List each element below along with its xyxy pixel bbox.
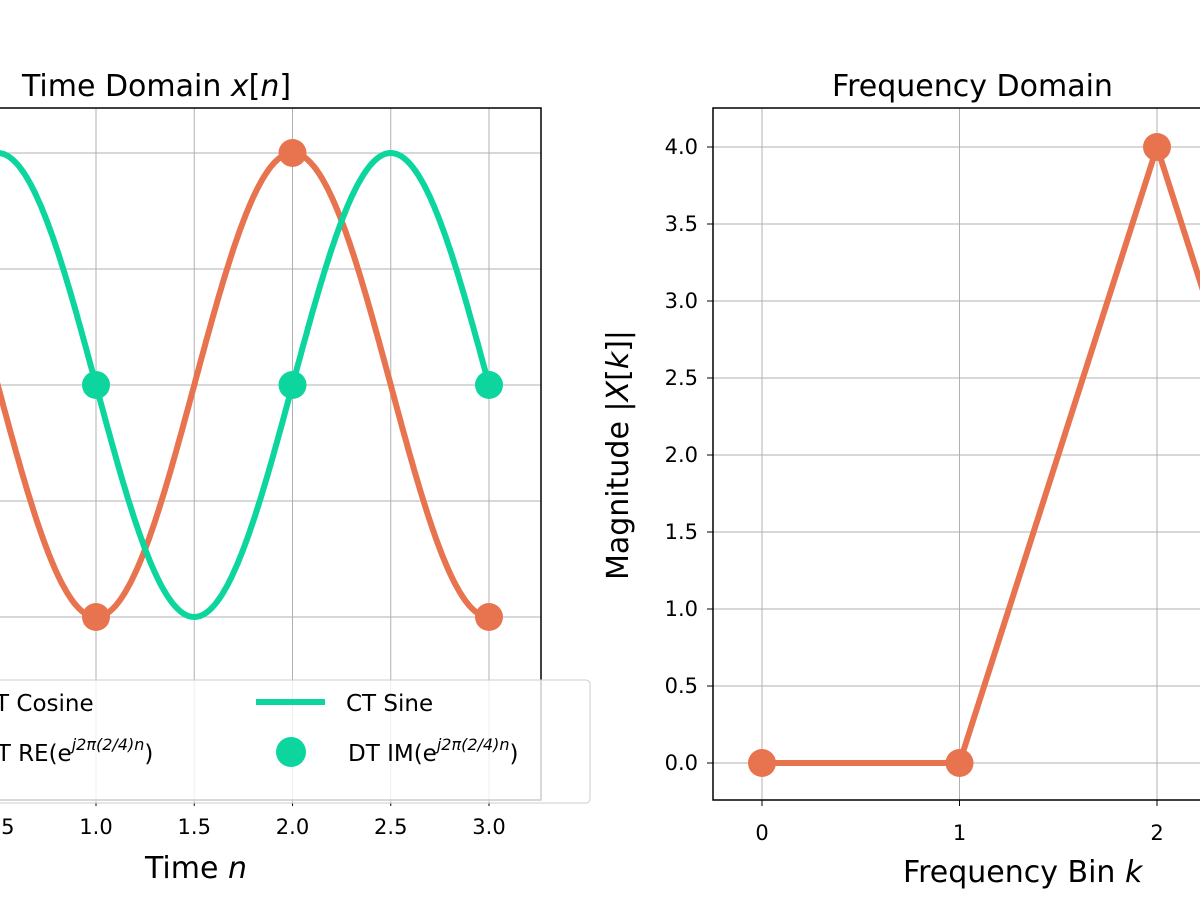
freq-ytick-label: 2.0 <box>665 443 698 467</box>
freq-title: Frequency Domain <box>832 69 1113 104</box>
legend-im-marker <box>276 737 306 767</box>
magnitude-marker <box>1143 133 1171 161</box>
time-title: Time Domain x[n] <box>21 69 291 104</box>
time-xtick-label: 3.0 <box>472 815 505 839</box>
time-xtick-label: 1.0 <box>79 815 112 839</box>
freq-xtick-label: 2 <box>1150 821 1163 845</box>
freq-axes-frame <box>712 107 1200 801</box>
legend-sine-label: CT Sine <box>346 691 433 717</box>
freq-xtick-label: 0 <box>755 821 768 845</box>
data-point-marker <box>278 139 307 167</box>
magnitude-marker <box>945 749 974 777</box>
freq-ytick-label: 4.0 <box>665 135 698 159</box>
freq-ylabel: Magnitude |X[k]| <box>601 330 636 580</box>
magnitude-line <box>762 144 1200 766</box>
data-point-marker <box>475 371 503 399</box>
data-point-marker <box>475 603 503 631</box>
freq-xlabel: Frequency Bin k <box>903 855 1144 890</box>
data-point-marker <box>82 371 110 399</box>
freq-series <box>748 133 1200 777</box>
freq-ticks: 0 1 2 0.0 0.5 1.0 1.5 2.0 2.5 3.0 3.5 4.0 <box>665 135 1164 845</box>
legend-cosine-label: CT Cosine <box>0 691 94 717</box>
time-xtick-label: 1.5 <box>178 815 211 839</box>
time-xlabel: Time n <box>144 851 247 886</box>
data-point-marker <box>278 371 307 399</box>
freq-ytick-label: 3.0 <box>665 289 698 313</box>
time-series <box>0 139 503 631</box>
freq-xtick-label: 1 <box>953 821 966 845</box>
freq-ytick-label: 3.5 <box>665 212 698 236</box>
time-legend: CT Cosine CT Sine DT RE(ej2π(2/4)n) DT I… <box>0 679 591 804</box>
legend-re-label: DT RE(ej2π(2/4)n) <box>0 735 153 767</box>
time-grid <box>0 108 541 800</box>
freq-ytick-label: 1.5 <box>665 520 698 544</box>
freq-ytick-label: 1.0 <box>665 597 698 621</box>
time-xtick-label: 0.5 <box>0 815 14 839</box>
freq-grid <box>713 108 1200 800</box>
freq-ytick-label: 2.5 <box>665 366 698 390</box>
legend-im-label: DT IM(ej2π(2/4)n) <box>348 735 518 767</box>
frequency-domain-plot: 0 1 2 0.0 0.5 1.0 1.5 2.0 2.5 3.0 3.5 4.0 Frequency… <box>601 69 1200 890</box>
freq-ytick-label: 0.5 <box>665 674 698 698</box>
freq-ytick-label: 0.0 <box>665 751 698 775</box>
data-point-marker <box>82 603 110 631</box>
series-line-ct-sine <box>0 149 492 621</box>
time-xtick-label: 2.0 <box>276 815 309 839</box>
magnitude-marker <box>748 749 776 777</box>
series-line-ct-cosine <box>0 149 490 621</box>
time-xticks: 0.5 1.0 1.5 2.0 2.5 3.0 <box>0 800 506 839</box>
time-xtick-label: 2.5 <box>374 815 407 839</box>
time-domain-plot: 0.5 1.0 1.5 2.0 2.5 3.0 Time Domain x[n] Time… <box>0 69 591 886</box>
